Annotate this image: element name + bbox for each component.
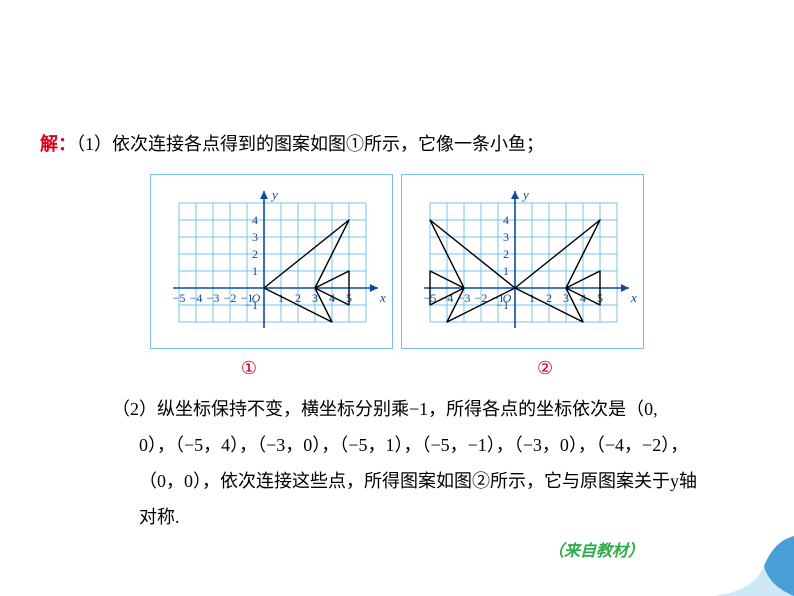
svg-text:3: 3 [503, 230, 509, 244]
svg-text:−5: −5 [173, 291, 186, 305]
svg-text:2: 2 [252, 247, 258, 261]
svg-text:2: 2 [295, 291, 301, 305]
svg-text:4: 4 [503, 213, 509, 227]
svg-text:y: y [521, 187, 529, 202]
svg-text:4: 4 [252, 213, 258, 227]
chart-2: −5−4−3−2−112345−11234Oxy [401, 174, 644, 354]
svg-text:x: x [379, 290, 386, 305]
svg-text:−4: −4 [190, 291, 203, 305]
svg-text:1: 1 [252, 264, 258, 278]
solution-label: 解： [40, 134, 76, 154]
paragraph-2: （2）纵坐标保持不变，横坐标分别乘−1，所得各点的坐标依次是（0, 0），（−5… [67, 391, 754, 535]
chart1-label: ① [241, 358, 257, 379]
svg-text:y: y [270, 187, 278, 202]
svg-text:3: 3 [252, 230, 258, 244]
line1-text: （1）依次连接各点得到的图案如图①所示，它像一条小鱼； [76, 134, 544, 154]
svg-text:2: 2 [503, 247, 509, 261]
chart2-label: ② [537, 358, 553, 379]
svg-text:2: 2 [546, 291, 552, 305]
svg-text:x: x [630, 290, 637, 305]
svg-text:1: 1 [503, 264, 509, 278]
chart-1: −5−4−3−2−112345−11234Oxy [150, 174, 393, 354]
svg-text:−3: −3 [207, 291, 220, 305]
source-note: （来自教材） [40, 537, 754, 561]
svg-text:O: O [252, 291, 261, 305]
page-curl [714, 536, 794, 596]
svg-text:−2: −2 [224, 291, 237, 305]
